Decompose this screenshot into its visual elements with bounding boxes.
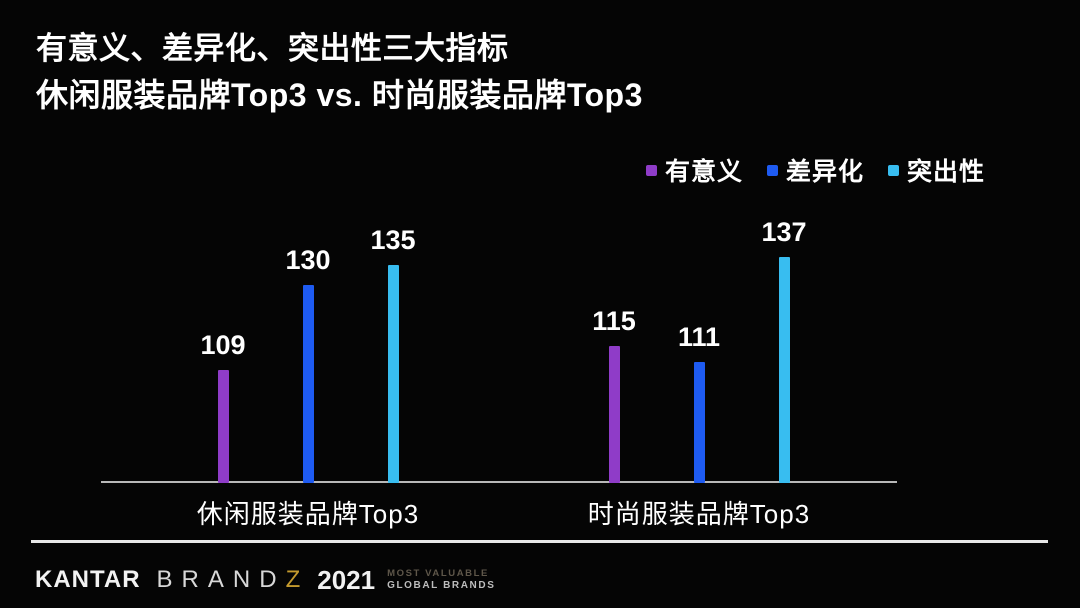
brandz-wordmark: BRANDZ xyxy=(157,566,310,594)
legend-swatch-icon xyxy=(887,164,899,176)
legend-label: 有意义 xyxy=(664,158,743,186)
footer-logo: KANTAR BRANDZ 2021 MOST VALUABLE GLOBAL … xyxy=(35,563,495,597)
legend: 有意义 差异化 突出性 xyxy=(645,152,985,188)
report-year: 2021 xyxy=(317,564,376,595)
footer-divider xyxy=(31,540,1048,543)
value-label: 109 xyxy=(200,330,246,360)
legend-item-2: 差异化 xyxy=(766,152,864,188)
title-line-1: 有意义、差异化、突出性三大指标 xyxy=(36,31,509,66)
value-label: 137 xyxy=(761,217,807,247)
legend-swatch-icon xyxy=(645,164,657,176)
legend-item-1: 有意义 xyxy=(645,152,743,188)
kantar-wordmark: KANTAR xyxy=(35,566,141,593)
legend-label: 突出性 xyxy=(906,158,985,186)
bar-series2-group1 xyxy=(302,285,314,483)
bar-series1-group1 xyxy=(217,370,229,483)
value-label: 130 xyxy=(285,245,331,275)
value-label: 115 xyxy=(592,306,636,336)
legend-item-3: 突出性 xyxy=(887,152,985,188)
value-label: 111 xyxy=(677,322,721,352)
value-label: 135 xyxy=(370,225,416,255)
category-label: 时尚服装品牌Top3 xyxy=(587,499,811,529)
page-title: 有意义、差异化、突出性三大指标 休闲服装品牌Top3 vs. 时尚服装品牌Top… xyxy=(36,26,643,118)
bar-series3-group2 xyxy=(778,257,790,483)
bar-series3-group1 xyxy=(387,265,399,483)
legend-label: 差异化 xyxy=(785,158,864,186)
brandz-letters: BRAND xyxy=(156,566,286,593)
bar-series1-group2 xyxy=(608,346,620,483)
category-label: 休闲服装品牌Top3 xyxy=(196,499,420,529)
report-tagline: MOST VALUABLE GLOBAL BRANDS xyxy=(387,568,495,592)
title-line-2: 休闲服装品牌Top3 vs. 时尚服装品牌Top3 xyxy=(36,77,643,113)
bar-series2-group2 xyxy=(693,362,705,483)
x-axis-line xyxy=(101,481,897,483)
tagline-line-1: MOST VALUABLE xyxy=(387,568,489,579)
tagline-line-2: GLOBAL BRANDS xyxy=(387,580,496,591)
legend-swatch-icon xyxy=(766,164,778,176)
brandz-z-letter: Z xyxy=(285,566,310,593)
